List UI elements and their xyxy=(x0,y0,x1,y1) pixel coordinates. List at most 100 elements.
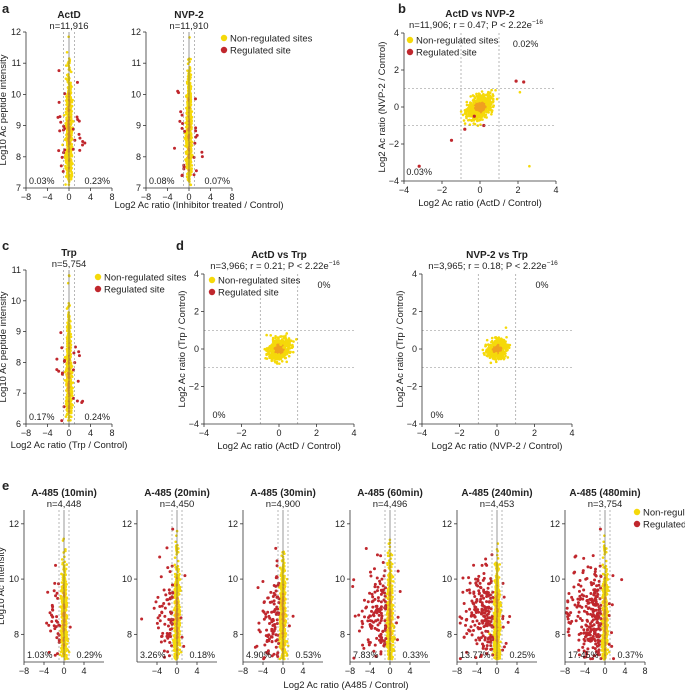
d2-x-tick-label: 2 xyxy=(532,428,537,438)
regulated-point xyxy=(78,136,82,140)
legend-nonreg-label: Non-regulated sites xyxy=(230,34,313,45)
b-stats-exponent: −16 xyxy=(532,19,543,26)
nonreg-point xyxy=(175,552,178,556)
regulated-point xyxy=(154,600,158,604)
a1-y-tick-label: 10 xyxy=(11,89,21,99)
nonreg-point xyxy=(480,108,484,111)
nonreg-point xyxy=(288,340,291,344)
nonreg-point xyxy=(66,340,69,344)
b-y-tick-label: 2 xyxy=(394,65,399,75)
regulated-point xyxy=(183,574,187,578)
legend-nonreg-label: Non-regulated sites xyxy=(416,36,499,47)
regulated-point xyxy=(168,591,172,595)
a2-n: n=11,910 xyxy=(169,21,208,32)
a2-title: NVP-2 xyxy=(174,10,204,21)
nonreg-point xyxy=(60,647,64,650)
nonreg-point xyxy=(175,549,178,552)
nonreg-point xyxy=(187,179,190,182)
nonreg-point xyxy=(484,349,488,353)
nonreg-point xyxy=(185,175,189,179)
nonreg-point xyxy=(476,119,479,122)
nonreg-point xyxy=(70,387,73,390)
c-y-tick-label: 11 xyxy=(12,265,21,275)
d2-x-tick-label: 4 xyxy=(569,428,574,438)
nonreg-point xyxy=(269,334,273,337)
regulated-point xyxy=(168,640,172,644)
regulated-point xyxy=(75,80,79,84)
legend-reg-label: Regulated site xyxy=(416,48,477,59)
nonreg-point xyxy=(484,98,488,101)
a1-n: n=11,916 xyxy=(49,21,88,32)
nonreg-point xyxy=(186,109,190,113)
regulated-point xyxy=(60,155,64,159)
e1-regulated-points xyxy=(45,563,72,657)
nonreg-point xyxy=(486,354,489,358)
nonreg-point xyxy=(188,87,192,90)
b-y-tick-label: −2 xyxy=(389,139,399,149)
nonreg-point xyxy=(189,99,192,103)
regulated-point xyxy=(81,143,85,147)
b-pct-bottom: 0.03% xyxy=(406,167,432,177)
nonreg-point xyxy=(489,103,492,107)
d2-stats-exponent: −16 xyxy=(547,260,558,267)
b-pct-top: 0.02% xyxy=(513,39,539,49)
regulated-point xyxy=(192,173,196,177)
d1-stats-exponent: −16 xyxy=(329,260,340,267)
regulated-point xyxy=(75,399,79,403)
nonreg-point xyxy=(276,336,280,339)
regulated-point xyxy=(51,608,55,612)
regulated-point xyxy=(78,148,82,152)
a1-pct-right: 0.23% xyxy=(84,176,110,186)
regulated-point xyxy=(200,155,204,159)
regulated-point xyxy=(514,79,518,83)
regulated-point xyxy=(55,591,59,595)
regulated-point xyxy=(181,122,185,126)
nonreg-point xyxy=(63,370,67,374)
nonreg-point xyxy=(70,130,74,133)
c-y-tick-label: 7 xyxy=(16,388,21,398)
nonreg-point xyxy=(63,555,66,559)
a2-pct-right: 0.07% xyxy=(204,176,230,186)
d1-y-tick-label: −2 xyxy=(189,382,199,392)
nonreg-point xyxy=(463,122,467,125)
nonreg-point xyxy=(480,97,483,101)
regulated-point xyxy=(54,625,58,629)
nonreg-point xyxy=(190,164,194,167)
nonreg-point xyxy=(64,630,67,634)
nonreg-point xyxy=(67,383,70,387)
nonreg-point xyxy=(178,621,182,625)
e2-n: n=4,450 xyxy=(160,499,195,510)
d2-stats: n=3,965; r = 0.18; P < 2.22e−16 xyxy=(428,260,558,272)
c-ylabel: Log10 Ac peptide intensity xyxy=(0,291,9,402)
c-x-tick-label: 0 xyxy=(66,428,71,438)
regulated-point xyxy=(176,89,180,93)
nonreg-point xyxy=(189,110,192,114)
nonreg-point xyxy=(65,50,69,54)
regulated-point xyxy=(167,654,171,658)
nonreg-point xyxy=(490,88,493,92)
d2-ylabel: Log2 Ac ratio (Trp / Control) xyxy=(395,291,406,408)
nonreg-point xyxy=(503,352,506,356)
nonreg-point xyxy=(185,132,189,135)
nonreg-point xyxy=(475,103,478,106)
regulated-point xyxy=(168,628,172,632)
nonreg-point xyxy=(70,375,74,379)
nonreg-point xyxy=(187,148,190,151)
regulated-point xyxy=(195,133,199,137)
nonreg-point xyxy=(186,124,189,128)
a1-y-tick-label: 7 xyxy=(16,183,21,193)
regulated-point xyxy=(55,368,59,372)
nonreg-point xyxy=(462,119,466,122)
nonreg-point xyxy=(175,579,178,583)
nonreg-point xyxy=(187,151,190,154)
nonreg-point xyxy=(69,138,73,142)
nonreg-point xyxy=(495,97,499,101)
a2-y-tick-label: 12 xyxy=(131,27,141,37)
regulated-point xyxy=(81,139,85,143)
nonreg-point xyxy=(270,345,273,349)
a1-y-tick-label: 8 xyxy=(16,152,21,162)
regulated-point xyxy=(173,146,177,150)
nonreg-point xyxy=(174,540,177,544)
nonreg-point xyxy=(189,93,192,97)
